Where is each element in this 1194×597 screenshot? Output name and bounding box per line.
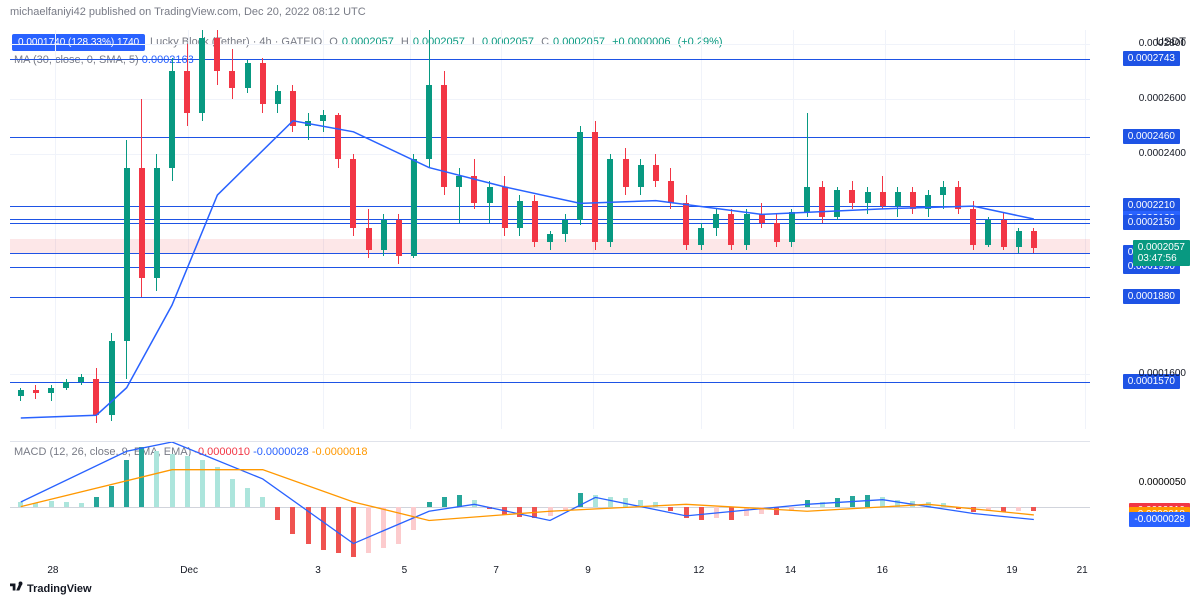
y-tick-label: 0.0002600: [1139, 93, 1186, 104]
x-tick-label: 16: [877, 565, 888, 576]
x-tick-label: 14: [785, 565, 796, 576]
current-price-tag: 0.000205703:47:56: [1133, 240, 1190, 266]
macd-y-label: 0.0000050: [1139, 477, 1186, 488]
x-tick-label: 21: [1077, 565, 1088, 576]
price-chart[interactable]: 0.00027430.00024600.00022100.00021630.00…: [10, 30, 1090, 429]
publish-info: michaelfaniyi42 published on TradingView…: [10, 6, 366, 18]
x-axis[interactable]: 28 Dec 3 5 7 9 12 14 16 19 21: [10, 565, 1090, 585]
y-axis[interactable]: USDT 0.00028000.00026000.00024000.000160…: [1094, 30, 1194, 429]
macd-lines: [10, 442, 1090, 562]
x-tick-label: 5: [402, 565, 408, 576]
x-tick-label: 7: [493, 565, 499, 576]
horizontal-line[interactable]: 0.0002150: [10, 223, 1090, 224]
x-tick-label: 19: [1006, 565, 1017, 576]
horizontal-line[interactable]: 0.0002040: [10, 253, 1090, 254]
tv-logo-icon: [10, 580, 24, 594]
x-tick-label: 12: [693, 565, 704, 576]
x-tick-label: 9: [585, 565, 591, 576]
y-tick-label: 0.0002400: [1139, 148, 1186, 159]
macd-y-axis[interactable]: 0.0000050-0.0000010-0.0000018-0.0000028: [1094, 441, 1194, 561]
tradingview-logo[interactable]: TradingView: [10, 580, 92, 595]
horizontal-line[interactable]: 0.0001880: [10, 297, 1090, 298]
horizontal-line[interactable]: 0.0001990: [10, 267, 1090, 268]
macd-panel[interactable]: MACD (12, 26, close, 9, EMA, EMA) -0.000…: [10, 441, 1090, 561]
horizontal-line[interactable]: 0.0001570: [10, 382, 1090, 383]
horizontal-line[interactable]: 0.0002163: [10, 219, 1090, 220]
x-tick-label: 3: [315, 565, 321, 576]
macd-value-tag: -0.0000028: [1129, 512, 1190, 527]
x-tick-label: Dec: [180, 565, 198, 576]
y-tick-label: 0.0002800: [1139, 38, 1186, 49]
y-tick-label: 0.0001600: [1139, 368, 1186, 379]
x-tick-label: 28: [47, 565, 58, 576]
